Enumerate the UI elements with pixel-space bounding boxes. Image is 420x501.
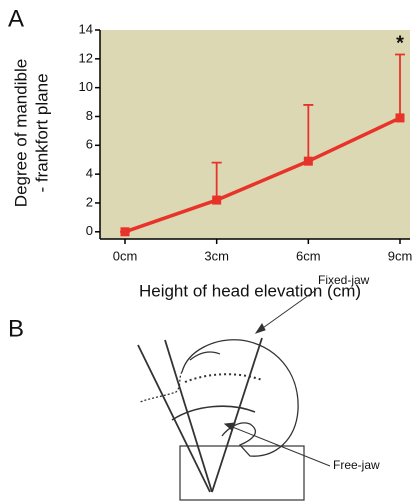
- arrow: [259, 289, 317, 331]
- y-axis-label-line: - frankfort plane: [32, 73, 51, 192]
- line: [211, 337, 263, 493]
- free-jaw-arc: [171, 405, 256, 421]
- annotation: *: [396, 33, 404, 55]
- plot: 0 2 4 6 8 10 12 14 0cm 3cm 6cm 9cm *: [79, 21, 413, 263]
- y-tick-label: 4: [86, 166, 93, 181]
- error-bar: [303, 104, 314, 162]
- eye: [189, 351, 221, 361]
- x-tick-label: 3cm: [204, 248, 229, 263]
- arrowhead: [254, 323, 266, 334]
- y-tick-label: 12: [79, 50, 93, 65]
- y-axis-label-line: Degree of mandible: [11, 59, 30, 207]
- x-tick-label: 9cm: [388, 248, 413, 263]
- y-tick-label: 2: [86, 194, 93, 209]
- y-tick-label: 0: [86, 223, 93, 238]
- diagram-label: Free-jaw: [333, 458, 380, 472]
- y-tick-label: 14: [79, 21, 93, 36]
- line: [137, 344, 211, 493]
- head-diagram: [137, 289, 331, 501]
- panel-label: B: [8, 315, 24, 342]
- face-outline: [139, 371, 183, 403]
- x-tick-label: 0cm: [113, 248, 138, 263]
- error-bar: [211, 161, 222, 201]
- series-line: [124, 116, 401, 234]
- y-tick-label: 8: [86, 108, 93, 123]
- diagram-label: Fixed-jaw: [318, 273, 370, 287]
- x-axis-label: Height of head elevation (cm): [139, 281, 361, 300]
- line: [164, 339, 213, 493]
- arrow: [229, 425, 331, 467]
- head-outline: [181, 339, 299, 457]
- x-tick-label: 6cm: [296, 248, 321, 263]
- point: [212, 195, 222, 205]
- arrowhead: [223, 422, 236, 431]
- plot-background: [100, 30, 410, 239]
- fixed-jaw-arc: [184, 373, 263, 383]
- point: [303, 156, 313, 166]
- y-axis-label: Degree of mandible - frankfort plane: [11, 59, 51, 207]
- error-bar: [395, 53, 405, 118]
- y-tick-label: 10: [79, 79, 93, 94]
- box: [179, 445, 305, 501]
- point: [120, 227, 130, 237]
- y-tick-label: 6: [86, 137, 93, 152]
- panel-label: A: [8, 5, 24, 32]
- point: [395, 113, 405, 123]
